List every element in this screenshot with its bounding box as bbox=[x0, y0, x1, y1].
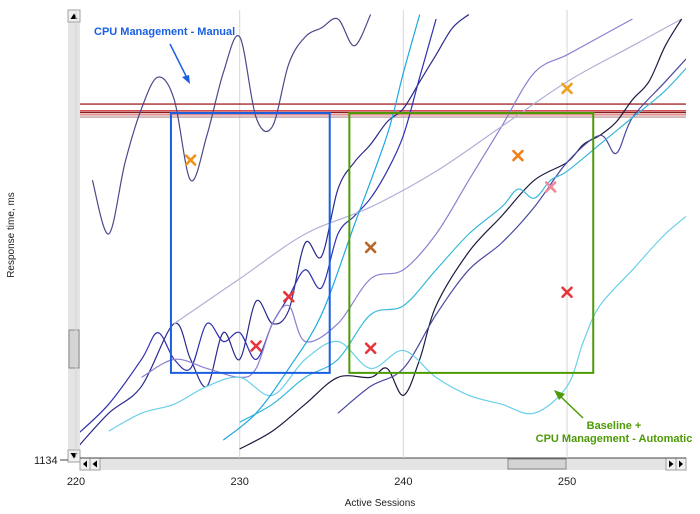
scroll-right-arrow-icon bbox=[669, 460, 674, 468]
annotation-automatic: Baseline + CPU Management - Automatic bbox=[536, 390, 693, 445]
series-line bbox=[173, 18, 682, 325]
series-line bbox=[91, 14, 372, 235]
x-axis-title: Active Sessions bbox=[345, 498, 416, 509]
markers bbox=[184, 82, 573, 355]
manual-region-box bbox=[169, 112, 331, 374]
x-marker-icon bbox=[282, 290, 295, 303]
series-line bbox=[239, 67, 686, 423]
vertical-scroll-thumb[interactable] bbox=[68, 329, 80, 369]
annotation-automatic-label-2: CPU Management - Automatic bbox=[536, 433, 693, 445]
series-line bbox=[222, 14, 421, 441]
scroll-home-icon bbox=[83, 460, 87, 468]
annotation-manual: CPU Management - Manual bbox=[94, 26, 235, 84]
annotation-automatic-label-1: Baseline + bbox=[587, 420, 642, 432]
y-axis-title: Response time, ms bbox=[6, 192, 17, 278]
horizontal-scroll-thumb[interactable] bbox=[507, 458, 567, 470]
x-marker-icon bbox=[364, 241, 377, 254]
automatic-region-box bbox=[348, 112, 595, 374]
annotation-automatic-arrowhead-icon bbox=[554, 390, 565, 400]
annotation-manual-arrow bbox=[169, 43, 188, 79]
series-lines bbox=[80, 14, 686, 450]
x-tick-label: 250 bbox=[558, 476, 576, 488]
series-line bbox=[337, 58, 686, 414]
series-line bbox=[141, 18, 633, 379]
scroll-left-arrow-icon bbox=[92, 460, 97, 468]
series-line bbox=[80, 14, 470, 446]
x-marker-icon bbox=[512, 149, 524, 162]
vertical-scroll-track[interactable] bbox=[68, 10, 80, 462]
x-marker-icon bbox=[561, 82, 573, 95]
x-marker-icon bbox=[250, 340, 262, 352]
series-line bbox=[108, 215, 686, 432]
x-marker-icon bbox=[561, 286, 573, 299]
x-tick-label: 220 bbox=[67, 476, 85, 488]
annotation-automatic-arrow bbox=[558, 394, 584, 419]
x-marker-icon bbox=[364, 342, 377, 355]
annotation-manual-arrowhead-icon bbox=[182, 75, 190, 84]
x-tick-label: 240 bbox=[394, 476, 412, 488]
x-tick-label: 230 bbox=[231, 476, 249, 488]
vertical-scrollbar[interactable] bbox=[67, 9, 81, 463]
scroll-end-icon bbox=[679, 460, 683, 468]
y-tick-label: 1134 bbox=[34, 455, 58, 467]
grid bbox=[75, 10, 568, 458]
horizontal-scrollbar[interactable] bbox=[79, 457, 687, 471]
highlight-regions bbox=[169, 112, 595, 374]
x-marker-icon bbox=[544, 181, 557, 193]
x-marker-icon bbox=[184, 154, 197, 166]
series-line bbox=[239, 18, 683, 450]
horizontal-scroll-track[interactable] bbox=[80, 458, 686, 470]
x-tick-labels: 220 230 240 250 bbox=[67, 476, 576, 488]
annotation-manual-label: CPU Management - Manual bbox=[94, 26, 235, 38]
